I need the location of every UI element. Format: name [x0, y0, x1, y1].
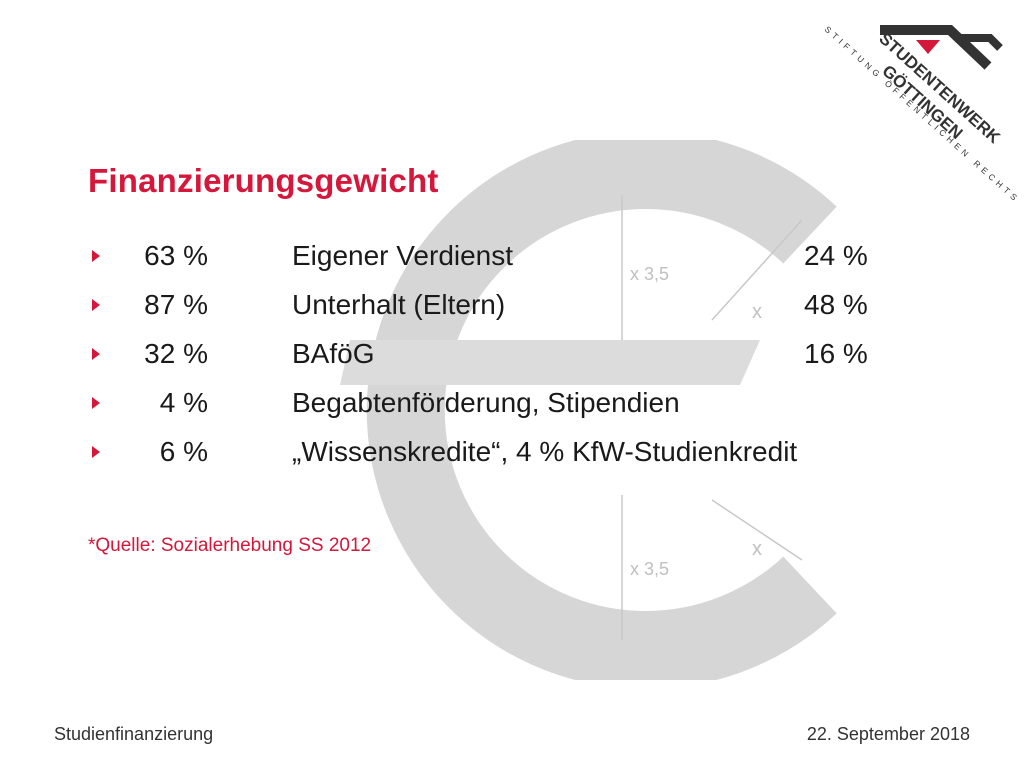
funding-source-label: Unterhalt (Eltern) [292, 289, 506, 320]
list-item: 87 % Unterhalt (Eltern) 48 % [92, 285, 972, 334]
watermark-dim-bottom: x 3,5 [630, 559, 669, 579]
slide-title: Finanzierungsgewicht [88, 162, 439, 199]
euro-bar-upper [340, 340, 760, 385]
funding-weight-value: 48 % [804, 289, 868, 320]
funding-source-label: BAföG [292, 338, 375, 369]
triangle-bullet-icon [92, 446, 100, 458]
watermark-dim-x1: x [752, 301, 762, 323]
funding-source-label: Eigener Verdienst [292, 240, 514, 271]
funding-source-label: Begabtenförderung, Stipendien [292, 387, 680, 418]
funding-weight-value: 16 % [804, 338, 868, 369]
euro-watermark-graphic: x 3,5 x 3,5 x x [340, 140, 837, 680]
funding-source-label: „Wissenskredite“, 4 % KfW-Studienkredit [292, 436, 798, 467]
bullet-list: 63 % Eigener Verdienst 24 % 87 % Unterha… [92, 236, 972, 481]
percentage-share: 6 % [159, 436, 208, 467]
funding-weight-value: 24 % [804, 240, 868, 271]
footer-date: 22. September 2018 [806, 724, 970, 744]
source-note: *Quelle: Sozialerhebung SS 2012 [88, 535, 372, 556]
triangle-bullet-icon [92, 348, 100, 360]
percentage-share: 87 % [144, 289, 208, 320]
list-item: 63 % Eigener Verdienst 24 % [92, 236, 972, 285]
watermark-dim-x2: x [752, 538, 762, 560]
triangle-bullet-icon [92, 397, 100, 409]
triangle-bullet-icon [92, 299, 100, 311]
triangle-bullet-icon [92, 250, 100, 262]
watermark-dim-top: x 3,5 [630, 264, 669, 284]
list-item: 32 % BAföG 16 % [92, 334, 972, 383]
studentenwerk-logo: STUDENTENWERK GÖTTINGEN STIFTUNG ÖFFENTL… [823, 24, 1020, 205]
logo-red-triangle [916, 40, 940, 54]
dimension-diagonal-top [711, 219, 803, 321]
euro-arc [366, 140, 837, 680]
logo-roof-mark [880, 25, 992, 70]
footer-topic: Studienfinanzierung [54, 724, 214, 744]
percentage-share: 32 % [144, 338, 208, 369]
list-item: 4 % Begabtenförderung, Stipendien [92, 383, 972, 432]
logo-line3: STIFTUNG ÖFFENTLICHEN RECHTS [823, 24, 1020, 205]
percentage-share: 63 % [144, 240, 208, 271]
list-item: 6 % „Wissenskredite“, 4 % KfW-Studienkre… [92, 432, 972, 481]
dimension-diagonal-bottom [711, 499, 803, 561]
percentage-share: 4 % [159, 387, 208, 418]
logo-roof-mark-2 [960, 34, 1003, 51]
